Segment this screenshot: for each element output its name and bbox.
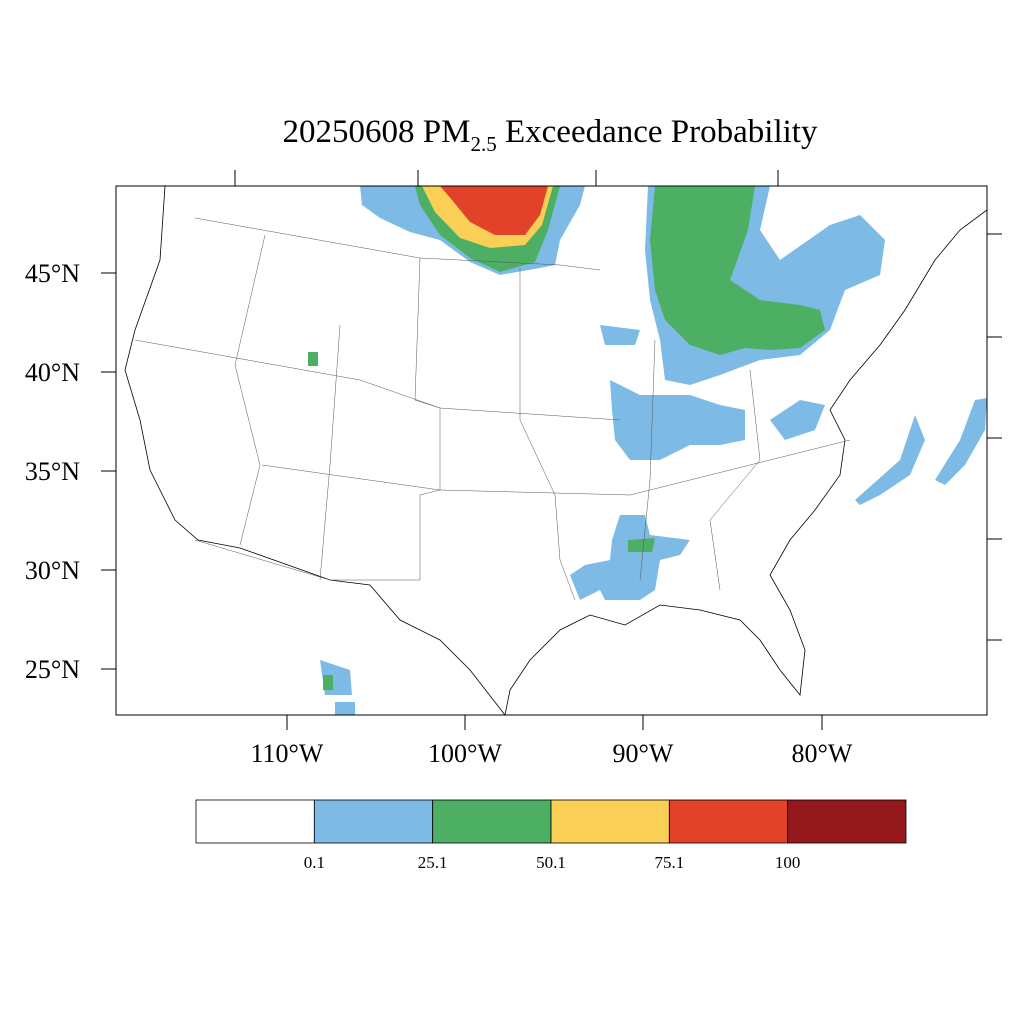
map-title: 20250608 PM2.5 Exceedance Probability bbox=[283, 114, 818, 156]
frame-ticks bbox=[101, 170, 1002, 730]
lon-label: 100°W bbox=[428, 739, 502, 768]
colorbar-box bbox=[668, 799, 789, 844]
colorbar-box bbox=[787, 799, 907, 844]
lon-label: 90°W bbox=[613, 739, 674, 768]
map-area bbox=[124, 186, 987, 715]
title-suffix: Exceedance Probability bbox=[497, 114, 818, 150]
lat-label: 25°N bbox=[25, 655, 80, 684]
colorbar-label: 100 bbox=[775, 853, 801, 872]
colorbar-box bbox=[432, 799, 552, 844]
lat-label: 45°N bbox=[25, 259, 80, 288]
colorbar: 0.1 25.1 50.1 75.1 100 bbox=[195, 799, 907, 872]
lon-label: 110°W bbox=[251, 739, 324, 768]
colorbar-label: 0.1 bbox=[304, 853, 325, 872]
title-prefix: 20250608 PM bbox=[283, 114, 471, 150]
axis-labels: 45°N 40°N 35°N 30°N 25°N 110°W 100°W 90°W 80°W bbox=[25, 259, 853, 768]
title-subscript: 2.5 bbox=[471, 132, 497, 156]
map-frame bbox=[115, 185, 988, 716]
coastlines bbox=[124, 186, 987, 715]
lon-label: 80°W bbox=[792, 739, 853, 768]
colorbar-box bbox=[313, 799, 434, 844]
colorbar-box bbox=[550, 799, 670, 844]
colorbar-label: 50.1 bbox=[536, 853, 566, 872]
colorbar-box bbox=[195, 799, 315, 844]
lat-label: 35°N bbox=[25, 457, 80, 486]
state-borders bbox=[134, 217, 851, 601]
colorbar-label: 75.1 bbox=[654, 853, 684, 872]
lat-label: 30°N bbox=[25, 556, 80, 585]
lat-label: 40°N bbox=[25, 358, 80, 387]
probability-fields bbox=[308, 186, 987, 715]
colorbar-label: 25.1 bbox=[418, 853, 448, 872]
